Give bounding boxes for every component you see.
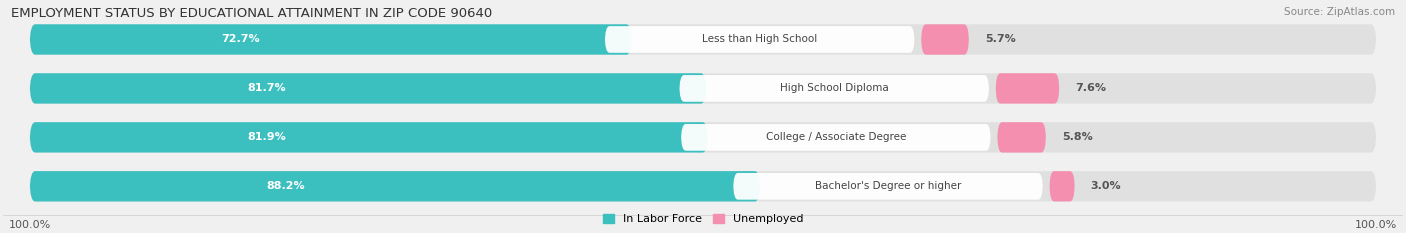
FancyBboxPatch shape bbox=[30, 24, 1376, 55]
Text: 5.8%: 5.8% bbox=[1062, 132, 1092, 142]
Text: 5.7%: 5.7% bbox=[986, 34, 1015, 45]
FancyBboxPatch shape bbox=[681, 124, 991, 151]
Text: 81.9%: 81.9% bbox=[247, 132, 287, 142]
Text: 100.0%: 100.0% bbox=[8, 219, 51, 230]
FancyBboxPatch shape bbox=[733, 173, 1043, 200]
FancyBboxPatch shape bbox=[921, 24, 969, 55]
Text: EMPLOYMENT STATUS BY EDUCATIONAL ATTAINMENT IN ZIP CODE 90640: EMPLOYMENT STATUS BY EDUCATIONAL ATTAINM… bbox=[11, 7, 492, 20]
Text: 3.0%: 3.0% bbox=[1091, 181, 1122, 191]
FancyBboxPatch shape bbox=[30, 73, 706, 104]
FancyBboxPatch shape bbox=[30, 122, 1376, 153]
Text: Less than High School: Less than High School bbox=[702, 34, 817, 45]
Text: Source: ZipAtlas.com: Source: ZipAtlas.com bbox=[1284, 7, 1395, 17]
FancyBboxPatch shape bbox=[995, 73, 1059, 104]
Text: 100.0%: 100.0% bbox=[1355, 219, 1398, 230]
FancyBboxPatch shape bbox=[30, 122, 709, 153]
FancyBboxPatch shape bbox=[679, 75, 988, 102]
FancyBboxPatch shape bbox=[30, 24, 631, 55]
Text: High School Diploma: High School Diploma bbox=[780, 83, 889, 93]
Text: 72.7%: 72.7% bbox=[221, 34, 260, 45]
Text: Bachelor's Degree or higher: Bachelor's Degree or higher bbox=[815, 181, 962, 191]
FancyBboxPatch shape bbox=[30, 73, 1376, 104]
FancyBboxPatch shape bbox=[997, 122, 1046, 153]
FancyBboxPatch shape bbox=[30, 171, 761, 202]
Text: 81.7%: 81.7% bbox=[247, 83, 285, 93]
FancyBboxPatch shape bbox=[1049, 171, 1074, 202]
Text: 7.6%: 7.6% bbox=[1076, 83, 1107, 93]
Text: College / Associate Degree: College / Associate Degree bbox=[766, 132, 905, 142]
FancyBboxPatch shape bbox=[30, 171, 1376, 202]
FancyBboxPatch shape bbox=[605, 26, 914, 53]
Text: 88.2%: 88.2% bbox=[266, 181, 305, 191]
Legend: In Labor Force, Unemployed: In Labor Force, Unemployed bbox=[598, 209, 808, 229]
